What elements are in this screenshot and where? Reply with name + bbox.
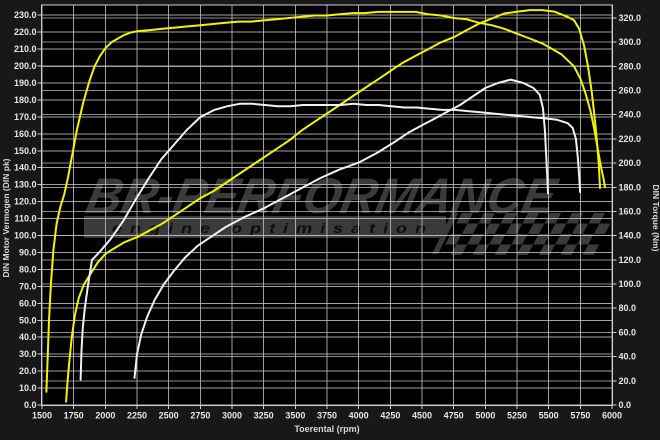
left-axis-title: DIN Motor Vermogen (DIN pk) bbox=[1, 158, 11, 277]
x-tick-label: 2250 bbox=[127, 411, 147, 421]
checkered-flag-cell bbox=[593, 223, 611, 234]
watermark-tagline-text: engine optimisation bbox=[112, 220, 434, 236]
checkered-flag-cell bbox=[483, 223, 501, 234]
curves bbox=[45, 9, 606, 403]
checkered-flag-cell bbox=[577, 234, 594, 245]
curve-tuned-torque bbox=[45, 10, 606, 393]
checkered-flag-cell bbox=[505, 223, 523, 234]
left-tick-label: 180.0 bbox=[14, 95, 37, 105]
x-tick-label: 5750 bbox=[570, 411, 590, 421]
left-tick-label: 60.0 bbox=[19, 298, 37, 308]
left-tick-label: 140.0 bbox=[14, 163, 37, 173]
checkered-flag-cell bbox=[461, 223, 479, 234]
right-tick-label: 100.0 bbox=[619, 279, 642, 289]
checkered-flag-cell bbox=[549, 223, 567, 234]
left-tick-label: 20.0 bbox=[19, 366, 37, 376]
x-tick-label: 3500 bbox=[285, 411, 305, 421]
curve-tuned-power bbox=[65, 9, 601, 403]
left-tick-label: 230.0 bbox=[14, 10, 37, 20]
x-tick-label: 3750 bbox=[317, 411, 337, 421]
checkered-flag-cell bbox=[533, 234, 550, 245]
left-tick-label: 90.0 bbox=[19, 247, 37, 257]
x-tick-label: 4000 bbox=[349, 411, 369, 421]
left-tick-label: 10.0 bbox=[19, 383, 37, 393]
left-tick-label: 30.0 bbox=[19, 349, 37, 359]
left-tick-label: 190.0 bbox=[14, 78, 37, 88]
x-tick-label: 4250 bbox=[380, 411, 400, 421]
x-tick-label: 4500 bbox=[412, 411, 432, 421]
left-tick-label: 120.0 bbox=[14, 197, 37, 207]
x-tick-label: 3250 bbox=[254, 411, 274, 421]
x-axis-title: Toerental (rpm) bbox=[294, 424, 359, 434]
checkered-flag-cell bbox=[489, 234, 506, 245]
checkered-flag-cell bbox=[527, 223, 545, 234]
left-tick-label: 110.0 bbox=[14, 214, 36, 224]
right-tick-label: 300.0 bbox=[619, 37, 642, 47]
left-tick-label: 50.0 bbox=[19, 315, 37, 325]
x-tick-label: 4750 bbox=[444, 411, 464, 421]
left-tick-label: 100.0 bbox=[14, 231, 37, 241]
right-tick-label: 160.0 bbox=[619, 206, 642, 216]
left-tick-label: 210.0 bbox=[14, 44, 37, 54]
right-tick-label: 180.0 bbox=[619, 182, 642, 192]
right-axis-title: DIN Torque (Nm) bbox=[651, 185, 660, 252]
checkered-flag-wedge bbox=[432, 213, 458, 254]
x-tick-label: 5500 bbox=[539, 411, 559, 421]
left-tick-label: 170.0 bbox=[14, 112, 37, 122]
checkered-flag-cell bbox=[467, 234, 484, 245]
tick-marks bbox=[37, 14, 617, 409]
left-tick-label: 200.0 bbox=[14, 61, 37, 71]
left-tick-label: 0.0 bbox=[24, 400, 37, 410]
left-tick-label: 150.0 bbox=[14, 146, 37, 156]
x-tick-label: 2750 bbox=[190, 411, 210, 421]
right-tick-label: 20.0 bbox=[619, 376, 637, 386]
right-tick-label: 40.0 bbox=[619, 352, 637, 362]
checkered-flag-cell bbox=[555, 234, 572, 245]
x-tick-label: 1750 bbox=[64, 411, 84, 421]
left-tick-label: 70.0 bbox=[19, 281, 37, 291]
x-tick-label: 5250 bbox=[507, 411, 527, 421]
right-tick-label: 120.0 bbox=[619, 255, 642, 265]
watermark-tagline-band bbox=[84, 216, 446, 238]
left-tick-label: 160.0 bbox=[14, 129, 37, 139]
x-tick-label: 1500 bbox=[32, 411, 52, 421]
right-tick-label: 140.0 bbox=[619, 231, 642, 241]
left-tick-label: 220.0 bbox=[14, 27, 37, 37]
curve-stock-torque bbox=[79, 102, 582, 381]
right-tick-label: 260.0 bbox=[619, 86, 642, 96]
curve-stock-power bbox=[133, 78, 549, 379]
x-tick-label: 6000 bbox=[602, 411, 622, 421]
tick-labels: 1500 1750 2000 2250 2500 2750 3000 3250 3500 3750… bbox=[14, 10, 641, 420]
x-tick-label: 3000 bbox=[222, 411, 242, 421]
right-tick-label: 240.0 bbox=[619, 110, 642, 120]
x-tick-label: 5000 bbox=[475, 411, 495, 421]
x-tick-label: 2000 bbox=[95, 411, 115, 421]
checkered-flag-cell bbox=[511, 234, 528, 245]
right-tick-label: 80.0 bbox=[619, 303, 637, 313]
right-tick-label: 280.0 bbox=[619, 61, 642, 71]
left-tick-label: 130.0 bbox=[14, 180, 37, 190]
left-tick-label: 40.0 bbox=[19, 332, 37, 342]
x-tick-label: 2500 bbox=[159, 411, 179, 421]
right-tick-label: 220.0 bbox=[619, 134, 642, 144]
right-tick-label: 0.0 bbox=[619, 400, 632, 410]
left-tick-label: 80.0 bbox=[19, 264, 37, 274]
right-tick-label: 60.0 bbox=[619, 327, 637, 337]
right-tick-label: 200.0 bbox=[619, 158, 642, 168]
right-tick-label: 320.0 bbox=[619, 13, 642, 23]
